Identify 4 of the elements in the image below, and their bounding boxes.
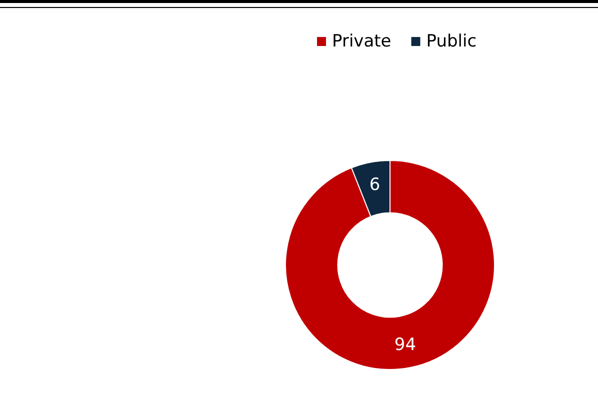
- data-label: 6: [369, 175, 380, 196]
- legend-label: Public: [426, 32, 477, 52]
- legend-label: Private: [332, 32, 392, 52]
- data-label: 94: [394, 334, 416, 355]
